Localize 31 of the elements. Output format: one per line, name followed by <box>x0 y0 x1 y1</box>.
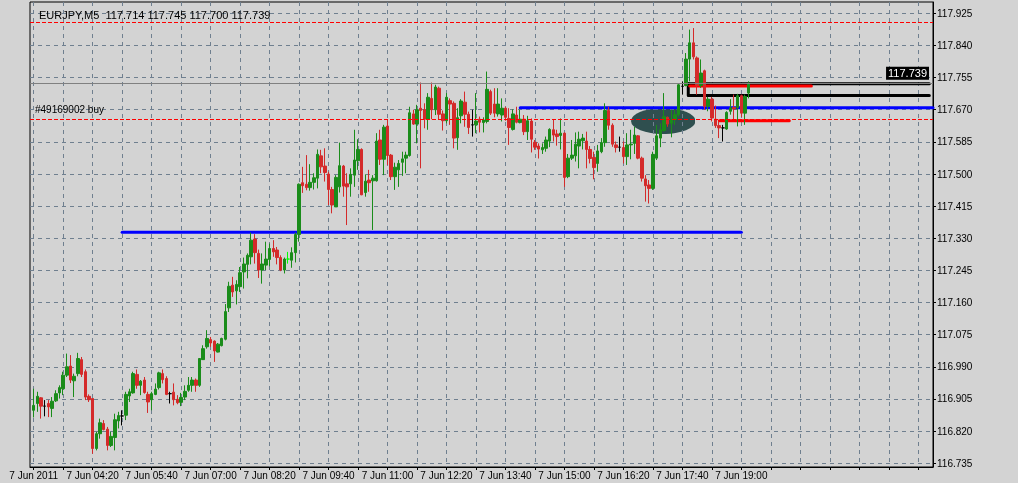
y-tick-label: 117.245 <box>937 264 973 276</box>
y-tick-label: 117.755 <box>937 72 973 84</box>
x-tick-label: 7 Jun 2011 <box>9 469 59 481</box>
x-tick-label: 7 Jun 07:00 <box>184 469 238 481</box>
x-tick-label: 7 Jun 12:20 <box>420 469 474 481</box>
x-tick-label: 7 Jun 04:20 <box>66 469 120 481</box>
x-tick-label: 7 Jun 08:20 <box>243 469 297 481</box>
x-tick-label: 7 Jun 11:00 <box>361 469 414 481</box>
y-tick-label: 116.990 <box>937 361 973 373</box>
x-tick-label: 7 Jun 09:40 <box>302 469 356 481</box>
y-tick-label: 117.840 <box>937 39 973 51</box>
y-tick-label: 117.415 <box>937 200 973 212</box>
x-tick-label: 7 Jun 05:40 <box>125 469 179 481</box>
ref-line-label: #49169002 buy <box>35 103 104 115</box>
x-tick-label: 7 Jun 15:00 <box>538 469 591 481</box>
text: EURJPY,M5 117.714 117.745 117.700 117.739 <box>39 8 271 21</box>
y-tick-label: 116.735 <box>937 457 973 469</box>
x-tick-label: 7 Jun 13:40 <box>479 469 533 481</box>
y-tick-label: 117.075 <box>937 329 973 341</box>
y-tick-label: 116.905 <box>937 393 973 405</box>
y-tick-label: 117.585 <box>937 136 973 148</box>
y-tick-label: 116.820 <box>937 425 973 437</box>
x-tick-label: 7 Jun 17:40 <box>656 469 709 481</box>
y-tick-label: 117.500 <box>937 168 973 180</box>
y-tick-label: 117.670 <box>937 104 973 116</box>
y-tick-label: 117.330 <box>937 232 973 244</box>
y-tick-label: 117.925 <box>937 7 973 19</box>
x-tick-label: 7 Jun 19:00 <box>715 469 768 481</box>
y-tick-label: 117.160 <box>937 297 973 309</box>
x-tick-label: 7 Jun 16:20 <box>597 469 650 481</box>
ref-line-label: 117.739 <box>888 67 927 80</box>
